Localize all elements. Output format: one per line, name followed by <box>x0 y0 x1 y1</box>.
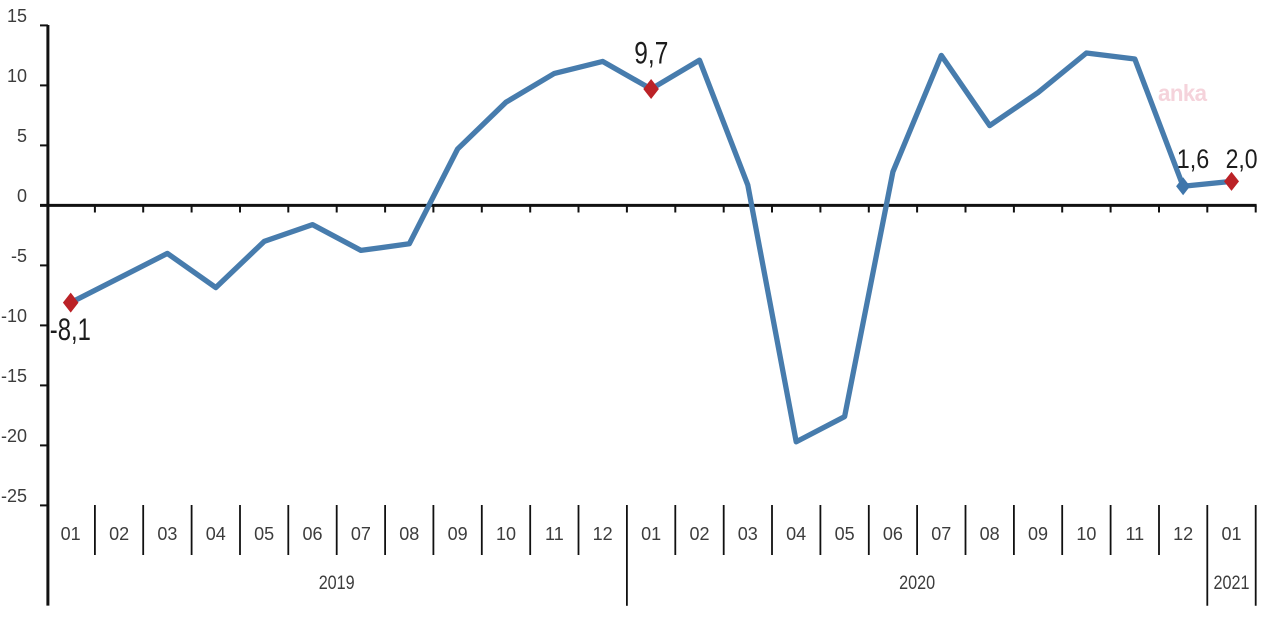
svg-text:01: 01 <box>1221 524 1241 544</box>
svg-text:2,0: 2,0 <box>1226 144 1258 174</box>
svg-text:-15: -15 <box>1 366 27 386</box>
svg-text:2020: 2020 <box>899 573 935 594</box>
svg-text:10: 10 <box>496 524 516 544</box>
svg-text:11: 11 <box>1125 524 1144 544</box>
svg-text:-10: -10 <box>1 306 27 326</box>
svg-text:2019: 2019 <box>319 573 355 594</box>
svg-text:03: 03 <box>738 524 758 544</box>
svg-text:09: 09 <box>1028 524 1048 544</box>
svg-text:15: 15 <box>7 6 27 26</box>
svg-text:05: 05 <box>254 524 274 544</box>
svg-text:01: 01 <box>641 524 661 544</box>
svg-text:09: 09 <box>448 524 468 544</box>
svg-text:02: 02 <box>689 524 709 544</box>
svg-text:07: 07 <box>351 524 371 544</box>
svg-text:08: 08 <box>399 524 419 544</box>
svg-text:02: 02 <box>109 524 129 544</box>
svg-text:12: 12 <box>593 524 613 544</box>
svg-text:05: 05 <box>835 524 855 544</box>
svg-text:9,7: 9,7 <box>634 35 668 71</box>
svg-text:anka: anka <box>1158 80 1208 106</box>
svg-text:10: 10 <box>1076 524 1096 544</box>
svg-text:-20: -20 <box>1 426 27 446</box>
svg-text:04: 04 <box>206 524 226 544</box>
svg-text:-25: -25 <box>1 486 27 506</box>
svg-text:11: 11 <box>545 524 564 544</box>
svg-text:06: 06 <box>883 524 903 544</box>
svg-text:06: 06 <box>302 524 322 544</box>
svg-text:08: 08 <box>980 524 1000 544</box>
svg-text:5: 5 <box>17 126 27 146</box>
svg-text:2021: 2021 <box>1214 573 1250 594</box>
svg-text:03: 03 <box>157 524 177 544</box>
svg-text:1,6: 1,6 <box>1177 144 1210 174</box>
svg-text:-8,1: -8,1 <box>50 311 91 347</box>
svg-text:01: 01 <box>61 524 81 544</box>
svg-text:10: 10 <box>7 66 27 86</box>
svg-text:-5: -5 <box>11 246 27 266</box>
svg-text:0: 0 <box>17 186 27 206</box>
svg-text:12: 12 <box>1173 524 1193 544</box>
svg-text:04: 04 <box>786 524 806 544</box>
svg-text:07: 07 <box>931 524 951 544</box>
